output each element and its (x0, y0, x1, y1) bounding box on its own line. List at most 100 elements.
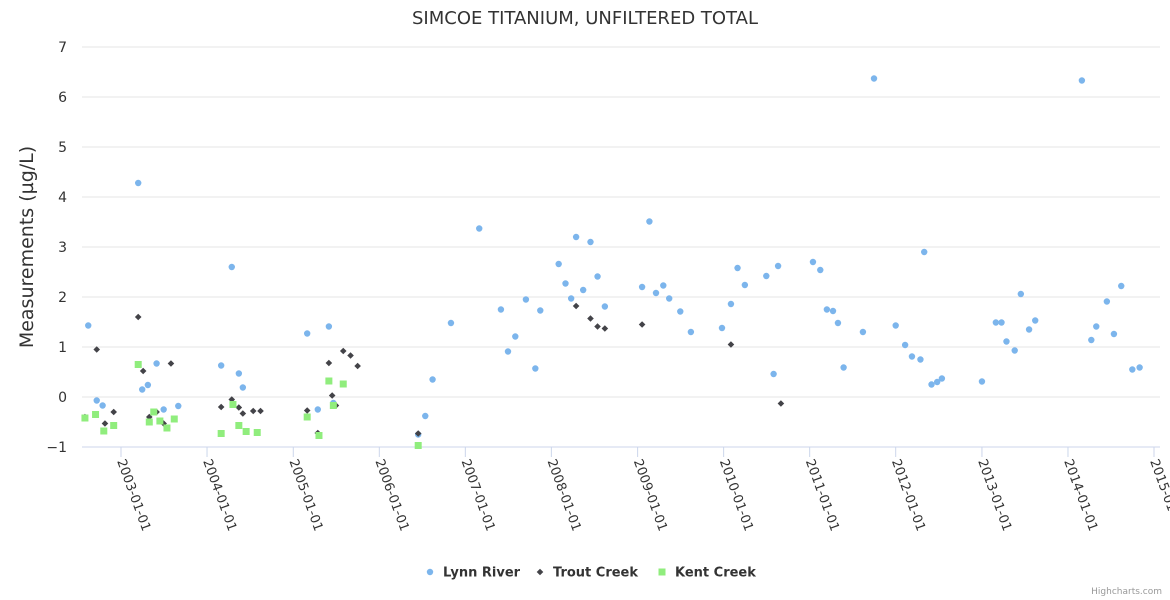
data-point[interactable] (532, 365, 539, 372)
data-point[interactable] (257, 407, 264, 415)
data-point[interactable] (156, 417, 164, 425)
data-point[interactable] (1011, 347, 1018, 354)
data-point[interactable] (555, 260, 562, 268)
data-point[interactable] (175, 402, 182, 410)
data-point[interactable] (1025, 326, 1033, 333)
data-point[interactable] (1003, 338, 1010, 345)
data-point[interactable] (1136, 364, 1143, 371)
data-point[interactable] (144, 381, 152, 389)
data-point[interactable] (579, 286, 587, 294)
data-point[interactable] (928, 381, 935, 388)
data-point[interactable] (163, 424, 171, 432)
data-point[interactable] (150, 408, 158, 416)
data-point[interactable] (354, 362, 361, 370)
data-point[interactable] (325, 377, 333, 385)
data-point[interactable] (567, 295, 575, 302)
data-point[interactable] (93, 397, 100, 404)
data-point[interactable] (447, 319, 455, 327)
data-point[interactable] (167, 360, 175, 367)
data-point[interactable] (228, 396, 236, 403)
data-point[interactable] (85, 322, 92, 329)
data-point[interactable] (601, 325, 609, 332)
data-point[interactable] (770, 370, 777, 378)
data-point[interactable] (594, 273, 601, 280)
data-point[interactable] (217, 362, 225, 369)
data-point[interactable] (587, 315, 594, 322)
legend-item-trout-creek[interactable]: Trout Creek (536, 566, 639, 581)
data-point[interactable] (1032, 317, 1039, 324)
data-point[interactable] (99, 402, 106, 409)
data-point[interactable] (303, 413, 311, 421)
data-point[interactable] (834, 319, 842, 327)
data-point[interactable] (660, 282, 667, 289)
data-point[interactable] (170, 415, 178, 423)
data-point[interactable] (817, 266, 824, 274)
data-point[interactable] (1118, 282, 1125, 290)
legend-item-kent-creek[interactable]: Kent Creek (658, 566, 757, 581)
data-point[interactable] (347, 352, 354, 359)
data-point[interactable] (646, 218, 653, 225)
data-point[interactable] (145, 418, 153, 426)
data-point[interactable] (652, 289, 660, 297)
data-point[interactable] (763, 272, 770, 280)
credits-link[interactable]: Highcharts.com (1091, 587, 1162, 597)
data-point[interactable] (978, 378, 986, 385)
legend-item-lynn-river[interactable]: Lynn River (426, 566, 521, 581)
data-point[interactable] (228, 263, 235, 271)
data-point[interactable] (229, 401, 237, 408)
data-point[interactable] (840, 364, 847, 371)
data-point[interactable] (687, 328, 695, 336)
data-point[interactable] (339, 380, 347, 388)
data-point[interactable] (908, 353, 916, 360)
data-point[interactable] (921, 248, 928, 256)
data-point[interactable] (217, 430, 225, 437)
data-point[interactable] (823, 306, 831, 313)
data-point[interactable] (901, 341, 909, 349)
data-point[interactable] (476, 225, 483, 232)
data-point[interactable] (859, 328, 867, 336)
data-point[interactable] (422, 412, 429, 420)
data-point[interactable] (562, 280, 569, 287)
data-point[interactable] (139, 386, 146, 393)
data-point[interactable] (809, 258, 817, 266)
data-point[interactable] (601, 303, 609, 310)
data-point[interactable] (414, 430, 422, 437)
data-point[interactable] (235, 370, 243, 377)
data-point[interactable] (938, 375, 946, 382)
data-point[interactable] (339, 347, 347, 355)
data-point[interactable] (504, 348, 512, 355)
data-point[interactable] (110, 422, 118, 429)
data-point[interactable] (594, 323, 601, 330)
data-point[interactable] (314, 406, 321, 413)
data-point[interactable] (139, 367, 147, 375)
data-point[interactable] (235, 422, 243, 429)
data-point[interactable] (328, 392, 336, 399)
data-point[interactable] (572, 302, 580, 310)
data-point[interactable] (718, 324, 726, 332)
data-point[interactable] (92, 411, 100, 418)
data-point[interactable] (892, 322, 899, 329)
data-point[interactable] (1017, 290, 1025, 298)
data-point[interactable] (81, 414, 89, 422)
data-point[interactable] (414, 442, 422, 449)
data-point[interactable] (638, 283, 646, 291)
data-point[interactable] (303, 330, 311, 337)
data-point[interactable] (537, 307, 544, 314)
data-point[interactable] (933, 378, 941, 386)
data-point[interactable] (638, 321, 646, 328)
data-point[interactable] (239, 384, 247, 391)
data-point[interactable] (1088, 336, 1095, 344)
data-point[interactable] (100, 427, 108, 435)
data-point[interactable] (110, 408, 117, 416)
data-point[interactable] (160, 406, 167, 413)
data-point[interactable] (135, 179, 142, 187)
data-point[interactable] (870, 75, 878, 82)
data-point[interactable] (998, 319, 1005, 326)
data-point[interactable] (572, 233, 580, 241)
data-point[interactable] (829, 307, 837, 315)
data-point[interactable] (777, 400, 785, 407)
data-point[interactable] (677, 308, 684, 315)
data-point[interactable] (992, 319, 1000, 326)
data-point[interactable] (325, 359, 333, 367)
data-point[interactable] (315, 432, 323, 439)
